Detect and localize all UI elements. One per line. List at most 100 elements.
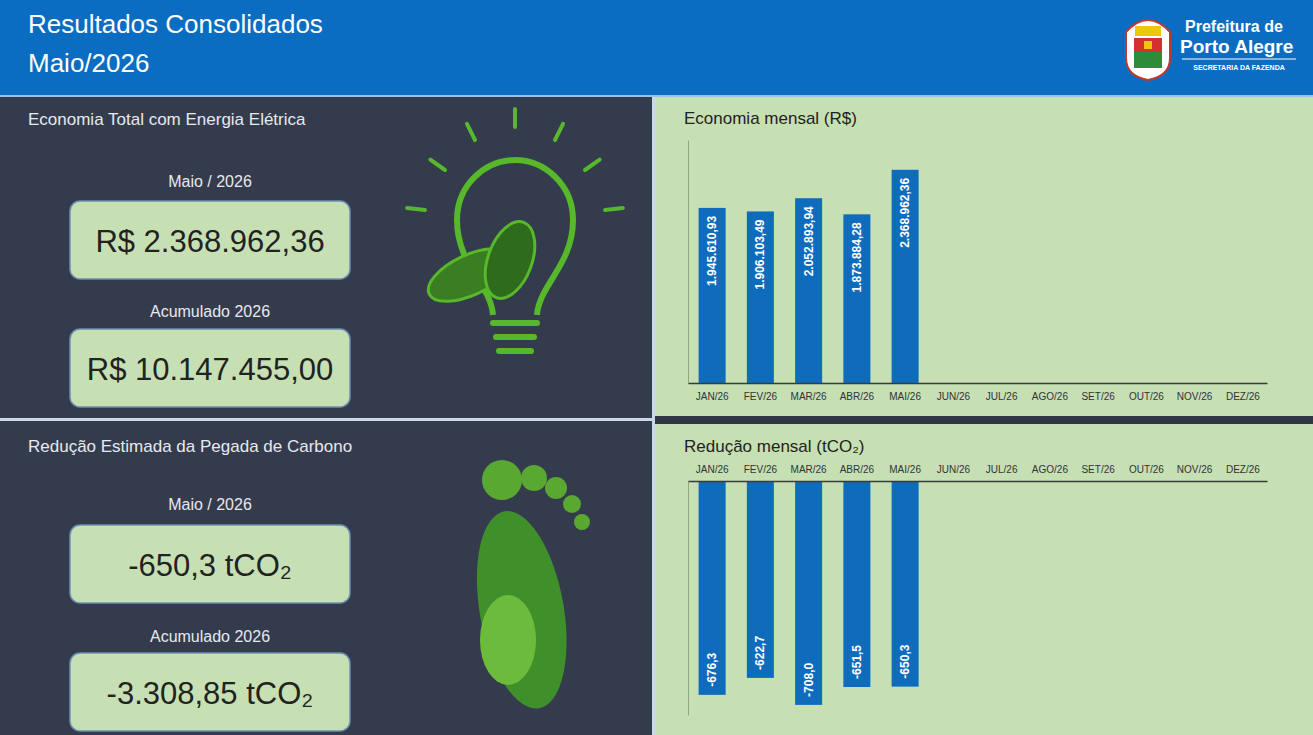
x-tick: AGO/26 <box>1032 383 1069 402</box>
logo-rule <box>1182 59 1296 60</box>
x-tick-label: JUL/26 <box>986 464 1018 475</box>
x-tick-label: FEV/26 <box>744 464 778 475</box>
bulb-ray <box>585 160 600 170</box>
x-tick-label: DEZ/26 <box>1226 391 1260 402</box>
x-tick: OUT/26 <box>1129 464 1164 481</box>
chart-title: Redução mensal (tCO₂) <box>684 437 864 456</box>
x-tick-label: SET/26 <box>1081 464 1115 475</box>
x-tick: JAN/26 <box>696 464 729 481</box>
x-axis: JAN/26 FEV/26 MAR/26 ABR/26 MAI/26 JUN/26 JUL/… <box>689 464 1268 482</box>
bar <box>795 198 822 383</box>
header-subtitle: Maio/2026 <box>28 48 149 78</box>
logo-text: SECRETARIA DA FAZENDA <box>1193 64 1285 71</box>
x-tick: MAI/26 <box>889 383 921 402</box>
x-tick-label: FEV/26 <box>744 391 778 402</box>
logo-crown <box>1135 26 1161 36</box>
x-tick: MAR/26 <box>791 383 828 402</box>
logo-shield <box>1126 20 1170 80</box>
data-label: -708,0 <box>802 663 816 697</box>
kpi-value: R$ 2.368.962,36 <box>95 224 324 259</box>
x-tick-label: ABR/26 <box>840 391 875 402</box>
footprint-toe <box>563 495 581 513</box>
bar <box>892 170 919 383</box>
data-label: 1.906.103,49 <box>753 219 767 289</box>
bars <box>699 170 919 383</box>
x-tick-label: JAN/26 <box>696 391 729 402</box>
x-tick: MAI/26 <box>889 464 921 481</box>
logo-text: Prefeitura de <box>1185 18 1283 35</box>
x-tick-label: MAR/26 <box>791 391 828 402</box>
x-tick-label: SET/26 <box>1081 391 1115 402</box>
chart-title: Economia mensal (R$) <box>684 109 857 128</box>
x-tick: JAN/26 <box>696 383 729 402</box>
x-tick: FEV/26 <box>744 383 778 402</box>
x-tick: JUL/26 <box>986 383 1018 402</box>
x-axis-line <box>689 383 1268 385</box>
kpi-label: Maio / 2026 <box>168 496 252 513</box>
y-axis-line <box>688 141 689 384</box>
bulb-ray <box>407 208 425 210</box>
logo-field <box>1134 52 1162 68</box>
x-tick: JUL/26 <box>986 464 1018 481</box>
kpi-value: -3.308,85 tCO₂ <box>107 676 314 711</box>
bulb-ray <box>430 160 445 170</box>
kpi-box <box>70 653 350 731</box>
footprint-sole <box>463 504 580 716</box>
dashboard: Resultados Consolidados Maio/2026 Prefeitu… <box>0 0 1313 735</box>
data-label: -622,7 <box>753 636 767 670</box>
bar <box>795 481 822 705</box>
x-tick: JUN/26 <box>937 464 971 481</box>
bar <box>747 211 774 383</box>
y-axis <box>688 482 689 716</box>
y-axis-line <box>688 482 689 716</box>
footprint-toe <box>482 460 522 500</box>
bulb-ray <box>513 109 517 127</box>
bulb-icon <box>407 109 623 351</box>
bar <box>747 481 774 678</box>
kpi-box <box>70 329 350 407</box>
bulb-ray <box>467 124 475 140</box>
panel-divider <box>0 418 652 421</box>
panel-divider <box>655 416 1313 424</box>
x-tick-label: AGO/26 <box>1032 464 1069 475</box>
kpi-title: Redução Estimada da Pegada de Carbono <box>28 437 352 456</box>
logo-text: Porto Alegre <box>1180 36 1293 57</box>
x-tick: MAR/26 <box>791 464 828 481</box>
data-labels: 1.945.610,931.906.103,492.052.893,941.87… <box>705 177 912 292</box>
bulb-base <box>496 334 534 340</box>
footprint-icon <box>463 460 590 716</box>
kpi-label: Acumulado 2026 <box>150 303 270 320</box>
x-tick-label: MAR/26 <box>791 464 828 475</box>
data-label: -650,3 <box>898 644 912 678</box>
bulb-base <box>493 320 537 326</box>
bar <box>699 208 726 383</box>
header-title: Resultados Consolidados <box>28 9 323 39</box>
kpi-value: -650,3 tCO₂ <box>128 548 292 583</box>
x-tick-label: AGO/26 <box>1032 391 1069 402</box>
x-tick-label: OUT/26 <box>1129 464 1164 475</box>
x-tick: NOV/26 <box>1177 383 1213 402</box>
panel-bg <box>0 421 652 735</box>
x-tick: DEZ/26 <box>1226 464 1260 481</box>
x-axis-line <box>689 481 1268 483</box>
panel-bg <box>655 424 1313 735</box>
x-tick-label: DEZ/26 <box>1226 464 1260 475</box>
bar <box>699 481 726 695</box>
kpi-title: Economia Total com Energia Elétrica <box>28 110 306 129</box>
x-axis: JAN/26 FEV/26 MAR/26 ABR/26 MAI/26 JUN/26 JUL/… <box>689 383 1268 402</box>
x-tick: DEZ/26 <box>1226 383 1260 402</box>
header-rule <box>0 95 1313 97</box>
x-tick: ABR/26 <box>840 464 875 481</box>
kpi-label: Acumulado 2026 <box>150 628 270 645</box>
data-labels: -676,3-622,7-708,0-651,5-650,3 <box>705 636 912 697</box>
x-tick: NOV/26 <box>1177 464 1213 481</box>
x-tick-label: JAN/26 <box>696 464 729 475</box>
bar <box>892 481 919 687</box>
kpi-value: R$ 10.147.455,00 <box>87 352 334 387</box>
data-label: -651,5 <box>850 645 864 679</box>
bulb-leaf <box>476 215 545 305</box>
x-tick: FEV/26 <box>744 464 778 481</box>
x-tick: JUN/26 <box>937 383 971 402</box>
footprint-toe <box>521 465 547 491</box>
footprint-sole <box>480 595 536 685</box>
